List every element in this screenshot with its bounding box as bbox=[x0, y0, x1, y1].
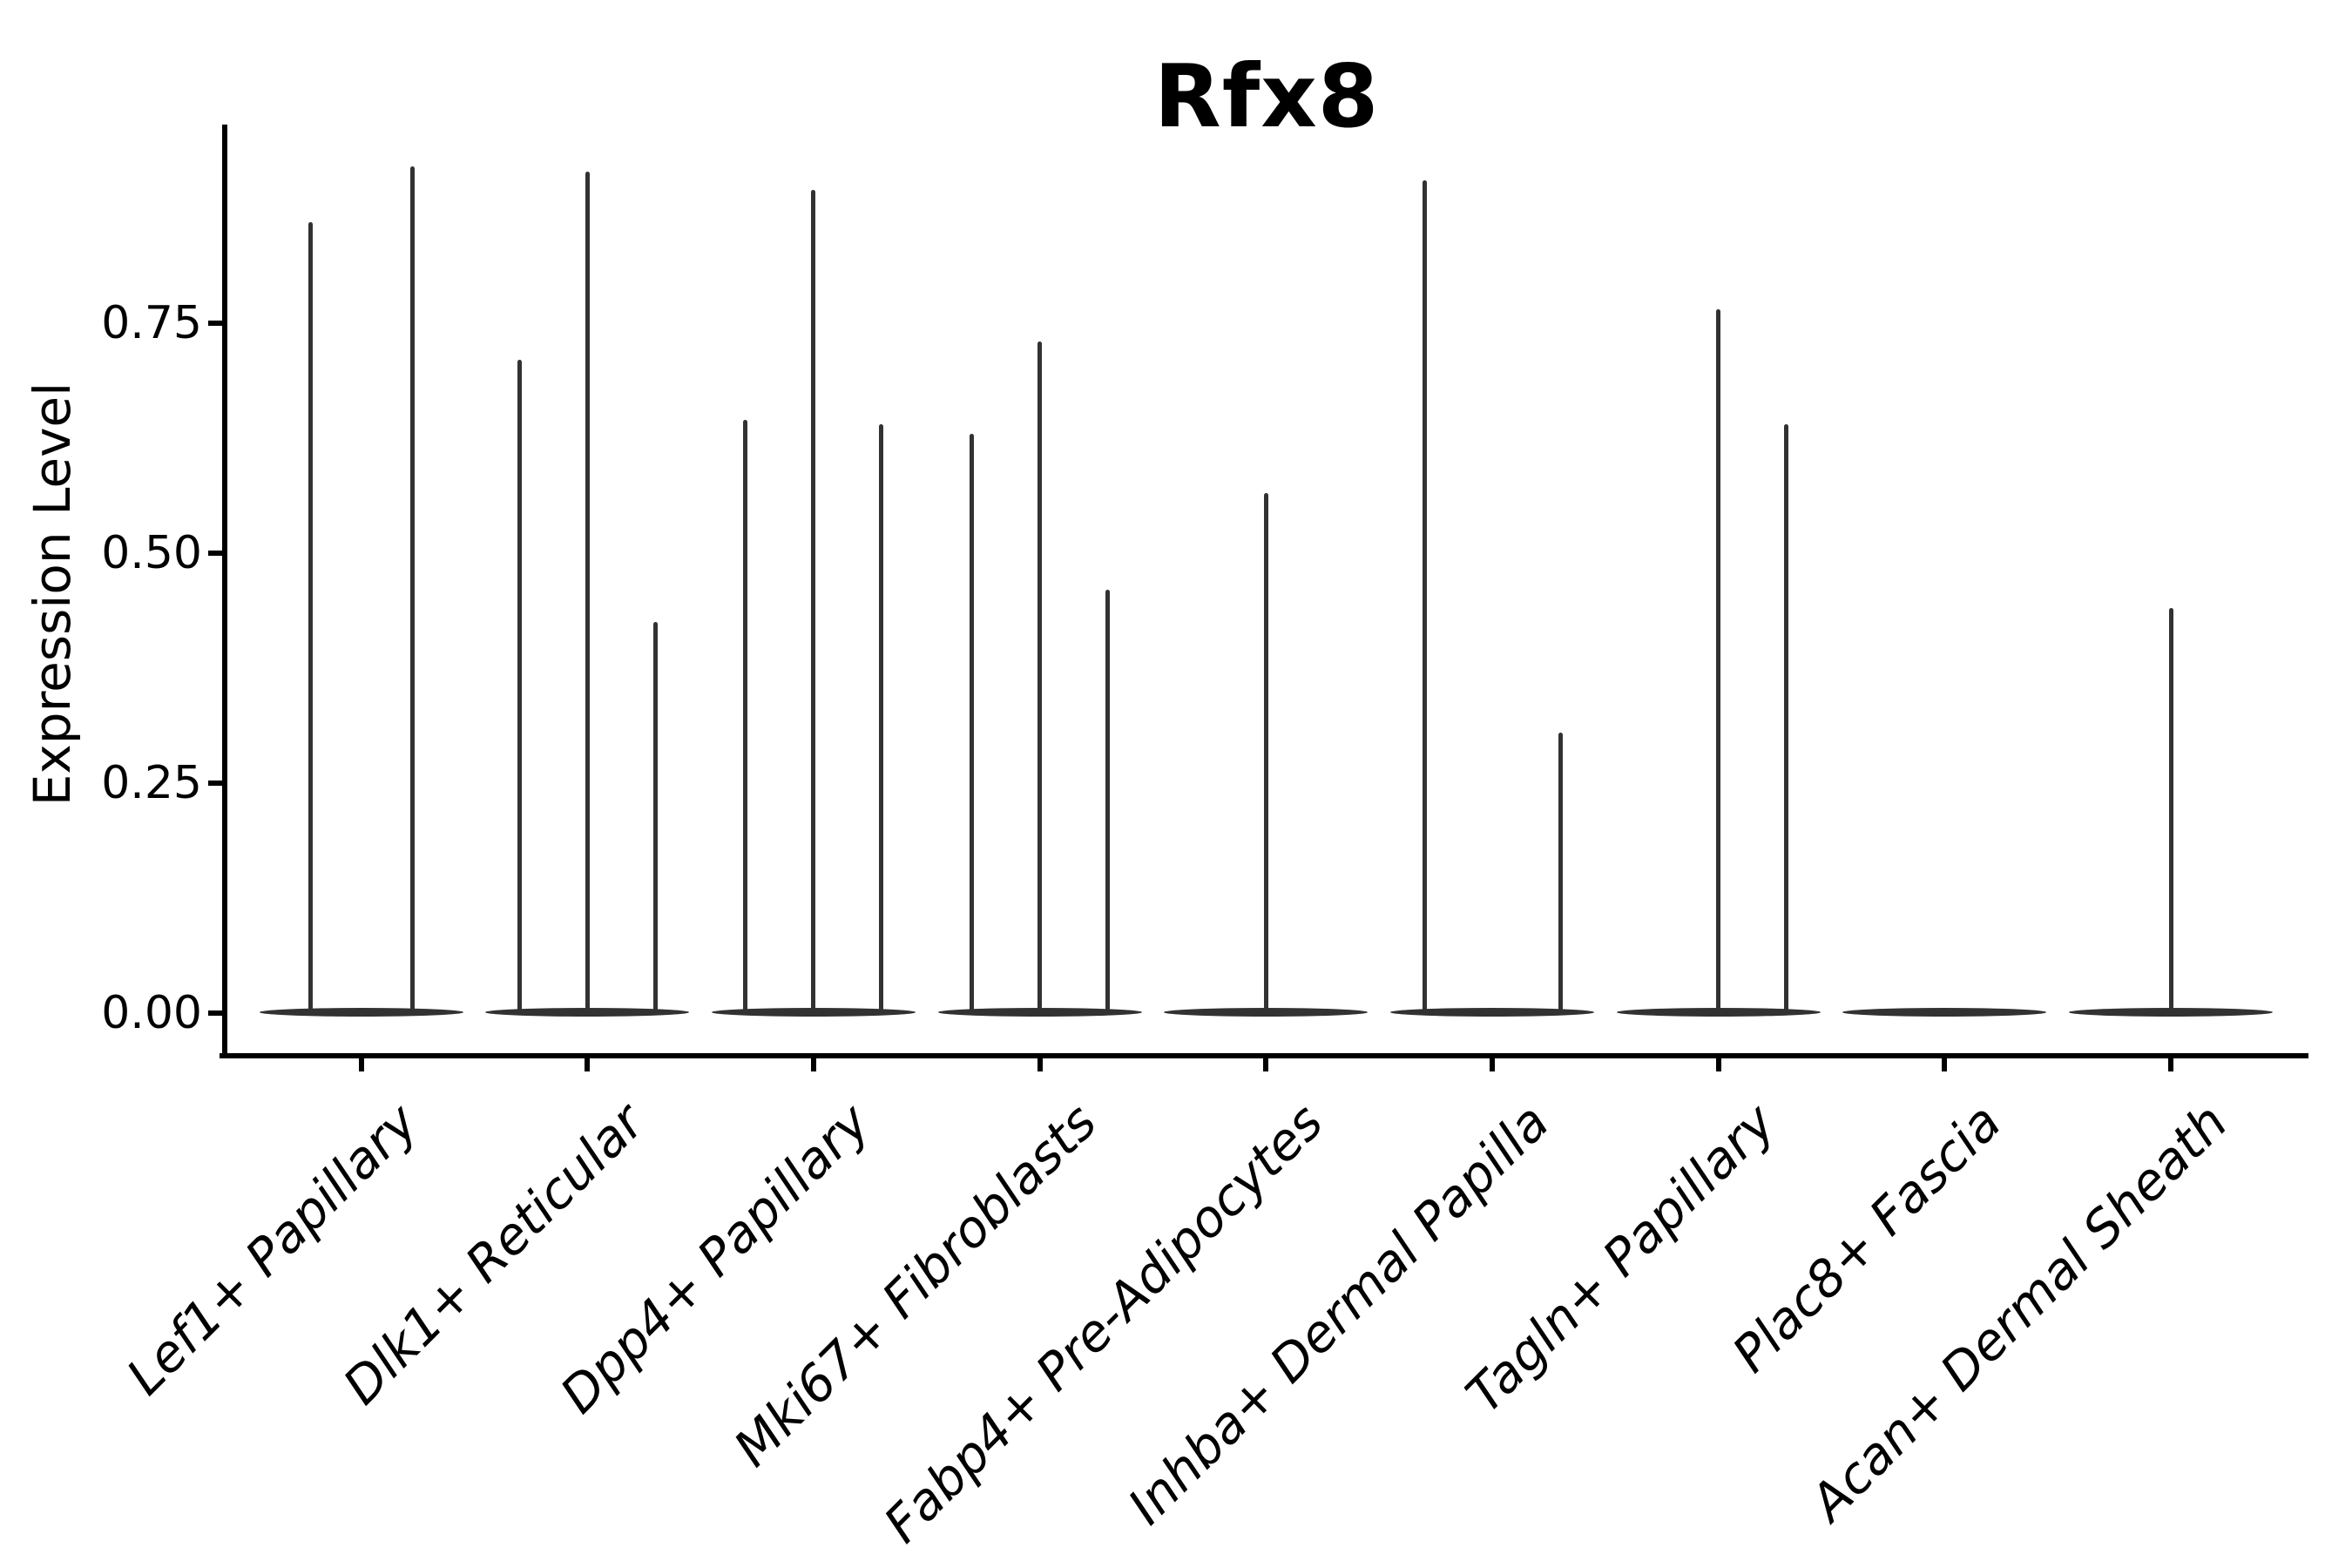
violin-base bbox=[1164, 1008, 1369, 1017]
x-tick bbox=[1490, 1058, 1495, 1071]
violin-spike bbox=[1422, 180, 1427, 1011]
violin-base bbox=[2069, 1008, 2274, 1017]
y-axis-label: Expression Level bbox=[23, 382, 82, 807]
violin-spike bbox=[811, 189, 816, 1011]
y-axis-spine bbox=[222, 125, 227, 1058]
violin-base bbox=[259, 1008, 463, 1017]
y-tick bbox=[208, 321, 222, 326]
x-axis-spine bbox=[220, 1053, 2308, 1058]
x-tick bbox=[810, 1058, 816, 1071]
violin-base bbox=[1390, 1008, 1594, 1017]
violin-spike bbox=[1716, 309, 1721, 1011]
violin-spike bbox=[308, 221, 313, 1011]
y-tick-label: 0.75 bbox=[101, 297, 202, 349]
violin-spike bbox=[743, 419, 748, 1011]
x-tick bbox=[358, 1058, 364, 1071]
y-tick bbox=[208, 781, 222, 786]
chart-title: Rfx8 bbox=[1153, 45, 1380, 147]
y-tick-label: 0.00 bbox=[101, 987, 202, 1039]
violin-spike bbox=[585, 171, 590, 1011]
violin-spike bbox=[1263, 493, 1268, 1011]
y-tick-label: 0.25 bbox=[101, 757, 202, 809]
violin-spike bbox=[1784, 424, 1789, 1011]
x-tick-label-9: Acan+ Dermal Sheath bbox=[1799, 1092, 2240, 1532]
violin-base bbox=[711, 1008, 916, 1017]
y-tick bbox=[208, 1010, 222, 1016]
x-tick bbox=[1037, 1058, 1043, 1071]
x-tick bbox=[1942, 1058, 1948, 1071]
violin-base bbox=[1842, 1008, 2047, 1017]
violin-spike bbox=[970, 433, 975, 1011]
x-tick-label-5: Fabp4+ Pre-Adipocytes bbox=[872, 1092, 1335, 1554]
y-tick bbox=[208, 551, 222, 556]
x-tick bbox=[585, 1058, 591, 1071]
violin-spike bbox=[1037, 341, 1043, 1011]
violin-spike bbox=[879, 424, 884, 1011]
x-tick-label-6: Inhba+ Dermal Papilla bbox=[1116, 1092, 1560, 1537]
x-tick bbox=[1263, 1058, 1269, 1071]
y-tick-label: 0.50 bbox=[101, 527, 202, 579]
violin-spike bbox=[2168, 608, 2173, 1011]
violin-spike bbox=[652, 622, 658, 1011]
x-tick bbox=[2168, 1058, 2174, 1071]
violin-base bbox=[937, 1008, 1142, 1017]
violin-spike bbox=[517, 360, 522, 1011]
violin-spike bbox=[409, 166, 415, 1011]
violin-spike bbox=[1558, 732, 1563, 1011]
violin-base bbox=[1616, 1008, 1821, 1017]
violin-base bbox=[485, 1008, 690, 1017]
x-tick bbox=[1715, 1058, 1721, 1071]
violin-spike bbox=[1105, 590, 1111, 1011]
